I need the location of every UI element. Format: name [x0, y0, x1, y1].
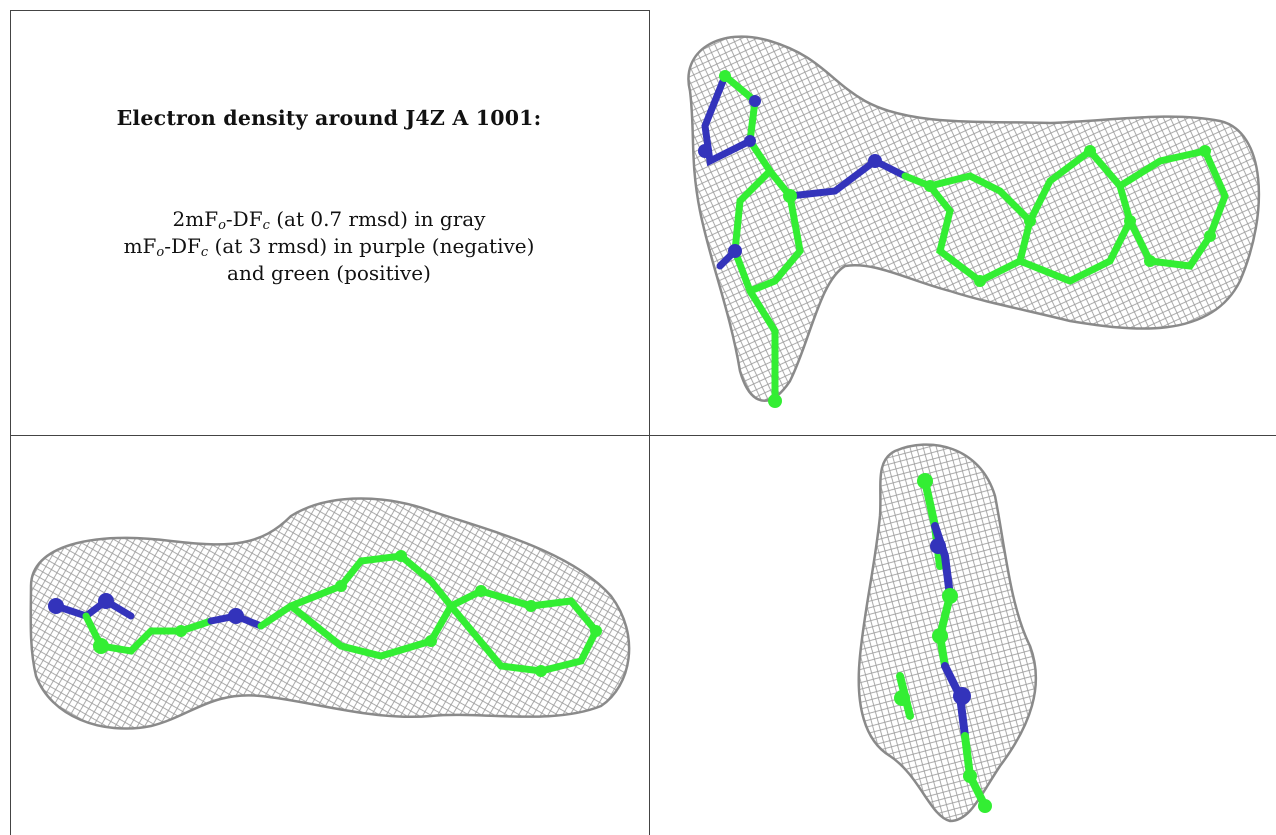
legend-line-fo-fc: mFo-DFc (at 3 rmsd) in purple (negative): [123, 234, 535, 260]
table-divider-horizontal: [10, 435, 1276, 436]
ligand-model: [701, 72, 1229, 405]
density-view-top: [650, 11, 1276, 435]
table-border-top: [10, 10, 650, 11]
table-border-left: [10, 10, 11, 835]
caption-title: Electron density around J4Z A 1001:: [116, 106, 542, 130]
atom-spheres: [48, 550, 602, 677]
atom-spheres: [894, 473, 992, 813]
table-divider-vertical: [649, 10, 650, 835]
mesh-2fo-fc: [687, 35, 1261, 402]
legend-line-colors: and green (positive): [227, 261, 431, 285]
caption-legend: 2mFo-DFc (at 0.7 rmsd) in gray mFo-DFc (…: [10, 206, 648, 287]
mesh-2fo-fc: [857, 443, 1038, 823]
caption-cell: Electron density around J4Z A 1001: 2mFo…: [10, 10, 648, 435]
legend-line-2fo-fc: 2mFo-DFc (at 0.7 rmsd) in gray: [172, 207, 486, 233]
atom-spheres: [698, 70, 1216, 408]
density-view-side: [11, 436, 649, 835]
density-view-end: [650, 436, 1276, 835]
